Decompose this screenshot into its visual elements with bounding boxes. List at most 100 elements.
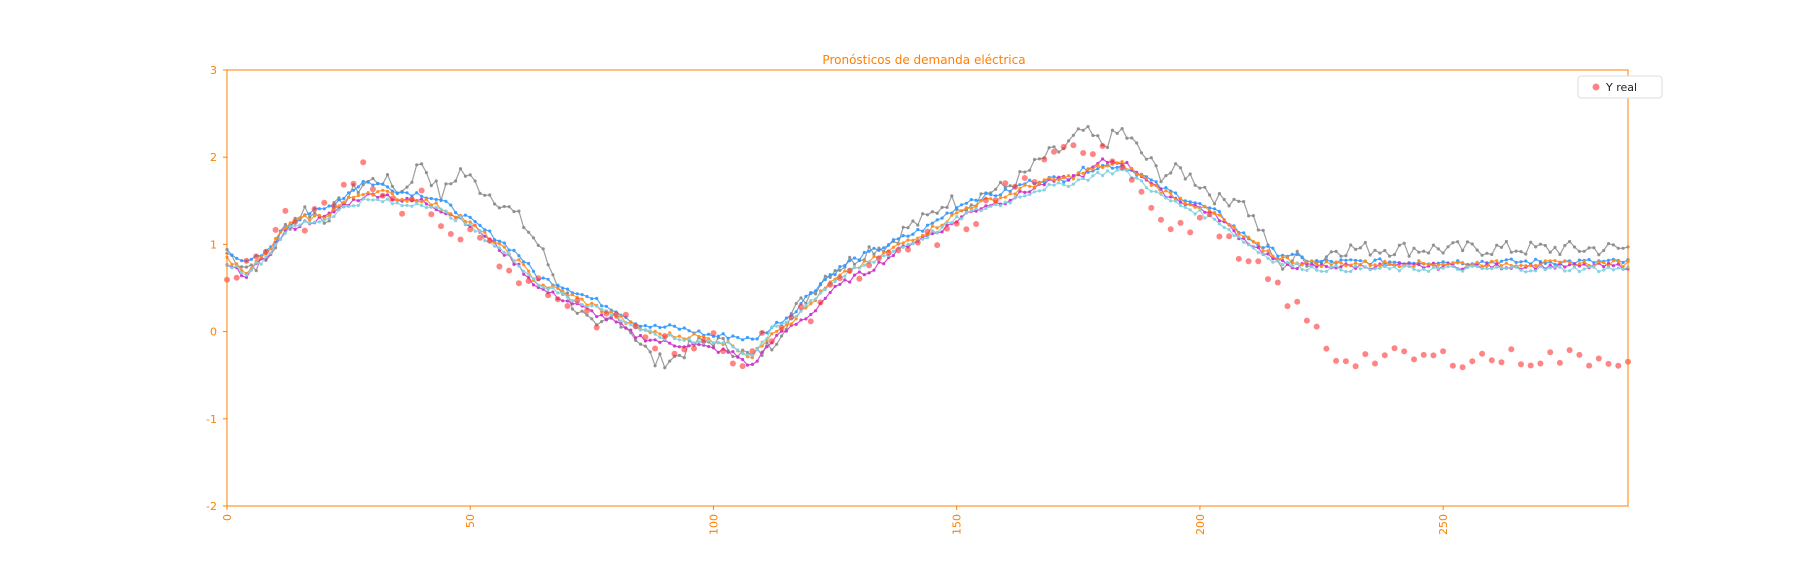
series-point-gray	[828, 275, 832, 279]
series-point-cyan	[1606, 265, 1611, 269]
series-point-gray	[663, 366, 667, 370]
series-point-blue	[449, 203, 453, 207]
series-point-cyan	[1412, 267, 1416, 271]
y-real-point	[496, 263, 503, 270]
series-point-cyan	[570, 299, 575, 303]
y-real-point	[389, 195, 396, 202]
series-point-purple	[244, 275, 249, 279]
series-point-cyan	[1251, 246, 1255, 250]
series-point-gray	[1538, 242, 1542, 246]
series-point-cyan	[546, 287, 550, 292]
series-cyan	[225, 168, 1630, 357]
series-point-blue	[400, 190, 404, 194]
series-point-blue	[415, 191, 419, 195]
series-point-orange	[960, 209, 964, 213]
series-point-cyan	[458, 215, 463, 219]
series-point-orange	[1427, 262, 1431, 266]
series-point-cyan	[1358, 267, 1362, 271]
series-point-gray	[1577, 249, 1581, 253]
series-point-orange	[590, 301, 594, 305]
series-point-cyan	[235, 264, 239, 268]
series-point-orange	[361, 193, 365, 197]
series-point-blue	[745, 335, 750, 340]
series-point-purple	[984, 204, 988, 208]
series-point-purple	[882, 262, 886, 266]
series-point-orange	[1397, 265, 1401, 269]
series-point-gray	[1232, 197, 1236, 201]
series-point-gray	[1504, 239, 1508, 244]
series-point-cyan	[775, 324, 779, 328]
series-point-orange	[497, 242, 501, 246]
series-point-gray	[1251, 214, 1255, 218]
y-real-point	[467, 226, 474, 233]
series-point-purple	[531, 283, 536, 287]
series-point-purple	[755, 359, 759, 363]
series-point-orange	[1081, 171, 1085, 175]
series-point-cyan	[429, 205, 433, 209]
series-point-cyan	[979, 209, 983, 213]
series-point-cyan	[1334, 264, 1338, 268]
series-point-orange	[342, 200, 346, 204]
series-point-blue	[663, 325, 667, 329]
series-point-purple	[794, 322, 798, 326]
series-point-purple	[711, 346, 716, 350]
series-point-cyan	[994, 203, 998, 207]
series-point-purple	[1159, 187, 1163, 191]
series-point-blue	[930, 221, 935, 225]
series-point-gray	[1295, 249, 1299, 253]
series-point-cyan	[1592, 265, 1596, 269]
series-point-gray	[1217, 192, 1221, 196]
series-point-orange	[298, 216, 302, 220]
series-point-cyan	[551, 286, 555, 290]
series-point-orange	[1611, 259, 1615, 263]
y-real-point	[1216, 233, 1223, 240]
series-point-blue	[361, 179, 365, 184]
series-point-gray	[1247, 214, 1251, 218]
series-point-blue	[784, 316, 789, 320]
series-point-cyan	[1198, 208, 1202, 212]
series-point-cyan	[390, 202, 394, 206]
series-point-orange	[313, 214, 317, 218]
series-point-orange	[1349, 263, 1353, 267]
series-point-orange	[935, 226, 939, 230]
series-point-orange	[789, 322, 793, 326]
series-point-blue	[872, 246, 876, 250]
series-point-orange	[950, 213, 954, 217]
series-point-blue	[964, 201, 969, 205]
series-point-purple	[648, 338, 652, 342]
series-point-orange	[1217, 213, 1221, 217]
series-point-blue	[1315, 259, 1319, 263]
series-point-gray	[283, 222, 287, 227]
series-point-blue	[512, 248, 516, 252]
series-point-orange	[974, 204, 978, 208]
series-point-cyan	[1587, 265, 1591, 269]
y-real-point	[1012, 183, 1019, 190]
series-point-cyan	[1018, 195, 1022, 199]
series-point-cyan	[541, 285, 545, 289]
series-point-gray	[935, 211, 939, 215]
series-point-orange	[429, 203, 433, 207]
series-point-orange	[454, 215, 458, 219]
series-point-cyan	[1105, 169, 1110, 173]
series-point-orange	[998, 196, 1003, 200]
series-point-cyan	[989, 204, 993, 208]
series-point-gray	[1397, 243, 1401, 247]
series-point-blue	[1052, 175, 1056, 179]
series-point-blue	[1587, 258, 1591, 262]
series-point-purple	[1101, 157, 1105, 161]
series-point-orange	[653, 329, 657, 333]
series-point-cyan	[1563, 269, 1567, 273]
y-real-point	[905, 246, 911, 253]
series-point-orange	[1183, 201, 1187, 205]
series-point-purple	[1271, 257, 1275, 261]
series-point-purple	[745, 363, 750, 367]
series-point-orange	[1422, 261, 1426, 266]
series-point-blue	[916, 227, 920, 232]
series-point-cyan	[1271, 260, 1275, 264]
series-point-gray	[1344, 254, 1348, 258]
series-point-blue	[1592, 261, 1596, 265]
series-point-orange	[1431, 263, 1435, 267]
series-point-orange	[1023, 183, 1027, 187]
series-point-purple	[1266, 252, 1270, 256]
series-point-orange	[921, 233, 925, 237]
